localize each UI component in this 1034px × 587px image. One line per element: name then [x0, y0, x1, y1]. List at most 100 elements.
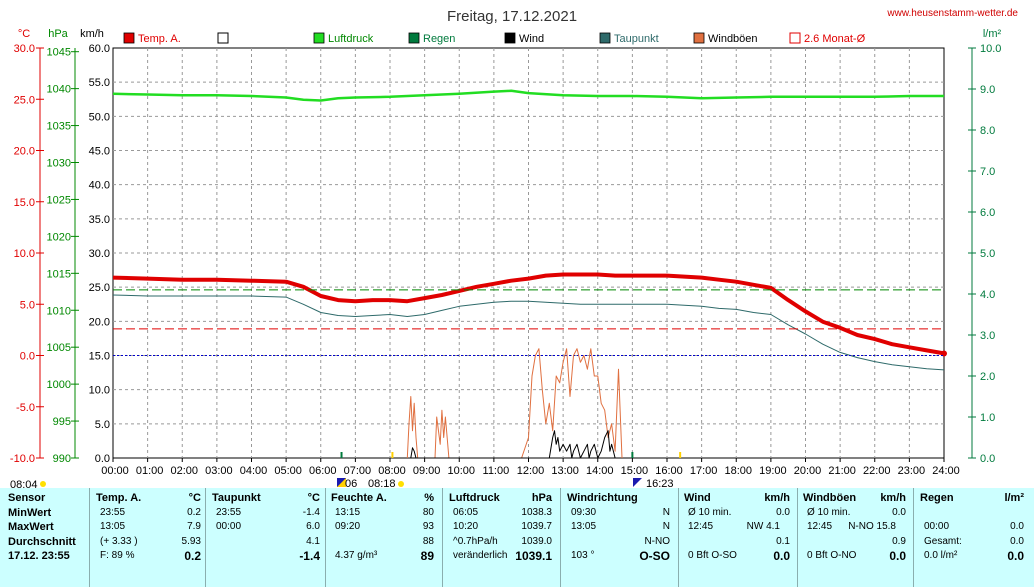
website-link[interactable]: www.heusenstamm-wetter.de: [886, 8, 1018, 19]
direction-header: Windrichtung: [567, 492, 638, 504]
x-tick-label: 22:00: [863, 465, 891, 477]
speed-unit-label: km/h: [80, 28, 104, 40]
direction-value: N: [662, 507, 670, 518]
dew-time: 00:00: [216, 521, 242, 532]
legend-swatch: [599, 32, 611, 44]
series-wind: [410, 430, 616, 459]
direction-value: N-NO: [644, 536, 670, 547]
humidity-value: 88: [422, 536, 434, 547]
pressure-tick-label: 1040: [47, 84, 71, 96]
x-tick-label: 21:00: [828, 465, 856, 477]
chart-series: [112, 89, 947, 459]
gust-label: 0 Bft O-NO: [807, 550, 857, 561]
col-divider: [797, 488, 798, 587]
legend-item[interactable]: Luftdruck: [313, 32, 374, 45]
dew-unit: °C: [307, 492, 320, 504]
x-tick-label: 05:00: [274, 465, 302, 477]
rain-label: 00:00: [924, 521, 950, 532]
x-tick-label: 11:00: [483, 465, 510, 477]
temp-endpoint: [941, 350, 947, 357]
legend-item[interactable]: Regen: [408, 32, 455, 45]
x-tick-label: 18:00: [724, 465, 752, 477]
sensor-header: Sensor: [8, 492, 46, 504]
speed-tick-label: 20.0: [89, 316, 110, 328]
gust-value: 0.0: [892, 507, 906, 518]
wind-unit: km/h: [764, 492, 790, 504]
sun-icon: [398, 481, 404, 487]
chart-legend: Temp. A. Luftdruck Regen Wind Taupunkt Windbö…: [123, 32, 866, 45]
weather-chart: 00:00 01:00 02:00 03:00 04:00 05:00 06:00 07:00…: [10, 8, 1019, 488]
x-tick-label: 13:00: [551, 465, 579, 477]
legend-item[interactable]: Wind: [504, 32, 544, 45]
col-divider: [678, 488, 679, 587]
x-tick-label: 08:00: [378, 465, 406, 477]
temp-tick-label: 5.0: [20, 299, 35, 311]
pressure-time: ^0.7hPa/h: [453, 536, 498, 547]
x-tick-label: 02:00: [170, 465, 198, 477]
speed-tick-label: 25.0: [89, 282, 110, 294]
legend-item[interactable]: Windböen: [693, 32, 758, 45]
legend-item[interactable]: [217, 32, 229, 44]
col-divider: [325, 488, 326, 587]
legend-swatch: [313, 32, 325, 44]
humidity-value: 93: [422, 521, 434, 532]
temp-header: Temp. A.: [96, 492, 142, 504]
x-tick-label: 04:00: [240, 465, 268, 477]
series-temp-a: [112, 272, 945, 356]
temp-value: 5.93: [181, 536, 201, 547]
temp-time: 23:55: [100, 507, 126, 518]
x-tick-label: 03:00: [205, 465, 233, 477]
temp-tick-label: 25.0: [14, 94, 35, 106]
pressure-time: veränderlich: [453, 550, 508, 561]
dew-value: -1.4: [302, 507, 320, 518]
sunrise-marker: 08:04: [10, 479, 46, 488]
moon-day: 06: [345, 478, 357, 488]
speed-tick-label: 15.0: [89, 351, 110, 363]
stats-panel: Sensor MinWert MaxWert Durchschnitt 17.12. 2…: [0, 488, 1034, 587]
rain-tick-label: 0.0: [980, 453, 995, 465]
direction-value: N: [662, 521, 670, 532]
temp-time: (+ 3.33 ): [100, 536, 138, 547]
x-tick-label: 20:00: [794, 465, 822, 477]
x-tick-label: 06:00: [309, 465, 337, 477]
legend-item[interactable]: 2.6 Monat-Ø: [789, 32, 866, 45]
legend-label: Luftdruck: [328, 33, 374, 45]
wind-value: 0.0: [773, 549, 790, 563]
legend-label: Taupunkt: [614, 33, 659, 45]
temp-tick-label: -5.0: [16, 402, 35, 414]
rain-label: Gesamt:: [924, 536, 962, 547]
x-tick-label: 15:00: [621, 465, 649, 477]
humidity-value: 80: [422, 507, 434, 518]
wind-value: 0.0: [776, 507, 790, 518]
rain-tick-label: 10.0: [980, 43, 1001, 55]
direction-time: 13:05: [571, 521, 597, 532]
chart-grid: [112, 47, 945, 459]
pressure-tick-label: 1000: [47, 379, 71, 391]
x-tick-label: 17:00: [690, 465, 718, 477]
sensor-row-label: 17.12. 23:55: [8, 550, 70, 562]
x-tick-label: 10:00: [447, 465, 475, 477]
legend-swatch: [504, 32, 516, 44]
rain-value: 0.0: [1007, 549, 1024, 563]
sunset-time: 16:23: [646, 478, 674, 488]
rain-unit: l/m²: [1004, 492, 1024, 504]
speed-tick-label: 0.0: [95, 453, 110, 465]
legend-item[interactable]: Temp. A.: [123, 32, 181, 45]
x-tick-label: 19:00: [759, 465, 787, 477]
gust-detail: N-NO 15.8: [848, 521, 896, 532]
pressure-value: 1039.7: [521, 521, 552, 532]
col-divider: [560, 488, 561, 587]
speed-tick-label: 60.0: [89, 43, 110, 55]
x-tick-label: 09:00: [413, 465, 441, 477]
sunset-marker: 16:23: [633, 478, 674, 488]
sensor-row-label: MaxWert: [8, 521, 54, 533]
legend-label: Windböen: [708, 33, 758, 45]
series-taupunkt: [112, 294, 945, 371]
humidity-value: 89: [420, 549, 434, 563]
gust-label: Ø 10 min.: [807, 507, 851, 518]
direction-value: O-SO: [639, 549, 670, 563]
x-tick-label: 07:00: [344, 465, 372, 477]
speed-tick-label: 50.0: [89, 111, 110, 123]
legend-item[interactable]: Taupunkt: [599, 32, 659, 45]
col-divider: [89, 488, 90, 587]
